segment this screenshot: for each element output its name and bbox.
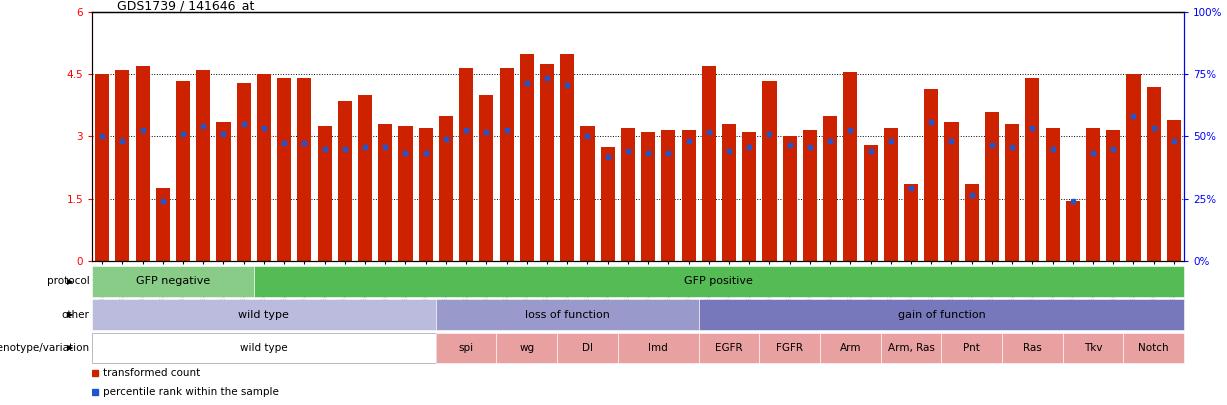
Text: Notch: Notch: [1139, 343, 1169, 353]
Bar: [561, 53, 574, 261]
Bar: [540, 64, 555, 261]
Bar: [1167, 120, 1182, 261]
Bar: [196, 70, 210, 261]
Text: Ras: Ras: [1023, 343, 1042, 353]
Bar: [580, 126, 595, 261]
Text: genotype/variation: genotype/variation: [0, 343, 90, 353]
Bar: [557, 333, 618, 363]
Text: Arm: Arm: [839, 343, 861, 353]
Bar: [459, 68, 474, 261]
Bar: [378, 124, 393, 261]
Bar: [964, 184, 979, 261]
Text: spi: spi: [459, 343, 474, 353]
Text: wild type: wild type: [240, 343, 287, 353]
Bar: [881, 333, 941, 363]
Bar: [1066, 201, 1080, 261]
Text: percentile rank within the sample: percentile rank within the sample: [103, 387, 280, 397]
Bar: [1124, 333, 1184, 363]
Bar: [1045, 128, 1060, 261]
Text: GDS1739 / 141646_at: GDS1739 / 141646_at: [117, 0, 254, 12]
Bar: [480, 95, 493, 261]
Bar: [337, 101, 352, 261]
Bar: [1147, 87, 1161, 261]
Text: protocol: protocol: [47, 277, 90, 286]
Bar: [436, 333, 497, 363]
Bar: [820, 333, 881, 363]
Bar: [640, 132, 655, 261]
Bar: [418, 128, 433, 261]
Text: transformed count: transformed count: [103, 367, 201, 377]
Text: Dl: Dl: [582, 343, 593, 353]
Bar: [94, 75, 109, 261]
Bar: [237, 83, 250, 261]
Text: ▶: ▶: [66, 277, 74, 286]
Text: FGFR: FGFR: [777, 343, 804, 353]
Bar: [216, 122, 231, 261]
Text: ▶: ▶: [66, 343, 74, 352]
Bar: [760, 333, 820, 363]
Bar: [783, 136, 796, 261]
Bar: [92, 333, 436, 363]
Text: GFP negative: GFP negative: [136, 277, 210, 286]
Text: GFP positive: GFP positive: [685, 277, 753, 286]
Bar: [1005, 124, 1020, 261]
Bar: [254, 266, 1184, 297]
Bar: [436, 299, 698, 330]
Text: wg: wg: [519, 343, 535, 353]
Bar: [156, 188, 169, 261]
Bar: [1086, 128, 1101, 261]
Bar: [520, 53, 534, 261]
Bar: [318, 126, 331, 261]
Text: EGFR: EGFR: [715, 343, 742, 353]
Text: Pnt: Pnt: [963, 343, 980, 353]
Bar: [1126, 75, 1141, 261]
Bar: [399, 126, 412, 261]
Bar: [601, 147, 615, 261]
Bar: [277, 79, 291, 261]
Bar: [843, 72, 858, 261]
Bar: [681, 130, 696, 261]
Bar: [864, 145, 877, 261]
Bar: [661, 130, 675, 261]
Bar: [256, 75, 271, 261]
Text: Tkv: Tkv: [1083, 343, 1102, 353]
Bar: [1107, 130, 1120, 261]
Bar: [1026, 79, 1039, 261]
Bar: [702, 66, 715, 261]
Bar: [499, 68, 514, 261]
Text: other: other: [61, 310, 90, 320]
Text: gain of function: gain of function: [897, 310, 985, 320]
Bar: [924, 89, 939, 261]
Bar: [1002, 333, 1063, 363]
Bar: [721, 124, 736, 261]
Bar: [742, 132, 756, 261]
Bar: [883, 128, 898, 261]
Bar: [175, 81, 190, 261]
Text: Arm, Ras: Arm, Ras: [887, 343, 935, 353]
Bar: [92, 299, 436, 330]
Bar: [762, 81, 777, 261]
Bar: [92, 266, 254, 297]
Bar: [904, 184, 918, 261]
Bar: [497, 333, 557, 363]
Text: wild type: wild type: [238, 310, 290, 320]
Bar: [698, 299, 1184, 330]
Bar: [802, 130, 817, 261]
Bar: [618, 333, 698, 363]
Bar: [115, 70, 129, 261]
Bar: [621, 128, 636, 261]
Bar: [1063, 333, 1124, 363]
Bar: [941, 333, 1002, 363]
Bar: [945, 122, 958, 261]
Bar: [985, 112, 999, 261]
Text: loss of function: loss of function: [525, 310, 610, 320]
Bar: [358, 95, 372, 261]
Bar: [823, 116, 837, 261]
Bar: [135, 66, 150, 261]
Bar: [698, 333, 760, 363]
Text: ▶: ▶: [66, 310, 74, 319]
Text: Imd: Imd: [648, 343, 669, 353]
Bar: [439, 116, 453, 261]
Bar: [297, 79, 312, 261]
